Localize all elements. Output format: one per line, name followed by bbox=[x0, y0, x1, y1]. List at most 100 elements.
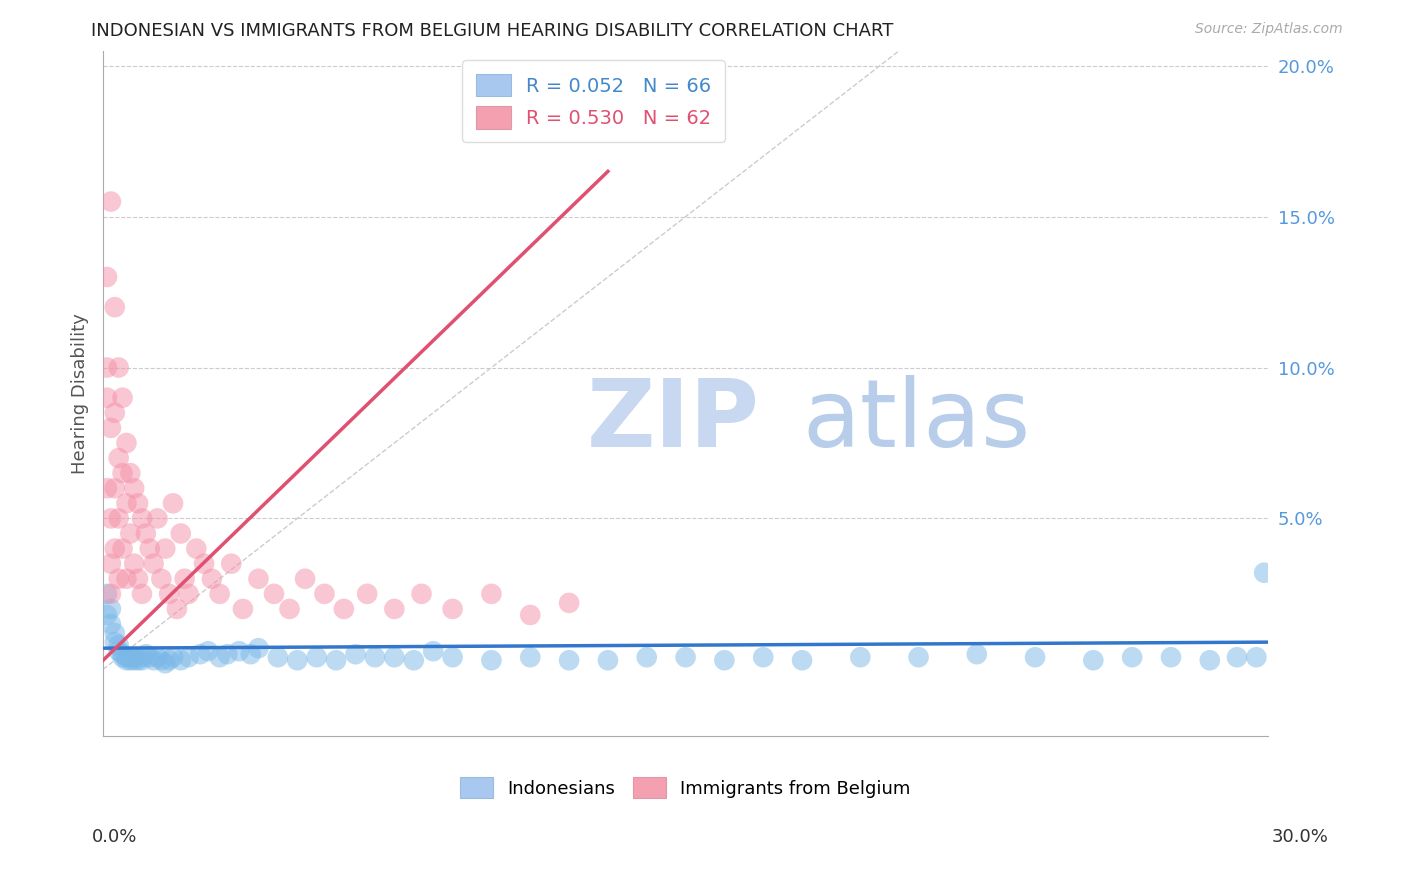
Point bbox=[107, 360, 129, 375]
Point bbox=[138, 541, 160, 556]
Point bbox=[100, 421, 122, 435]
Point bbox=[1226, 650, 1249, 665]
Point bbox=[382, 650, 405, 665]
Point bbox=[104, 626, 127, 640]
Point bbox=[115, 572, 138, 586]
Point bbox=[1253, 566, 1275, 580]
Point bbox=[111, 466, 134, 480]
Point bbox=[157, 587, 180, 601]
Point bbox=[138, 650, 160, 665]
Point bbox=[142, 653, 165, 667]
Point bbox=[170, 526, 193, 541]
Point bbox=[675, 650, 697, 665]
Text: Source: ZipAtlas.com: Source: ZipAtlas.com bbox=[1195, 22, 1343, 37]
Text: ZIP: ZIP bbox=[586, 375, 759, 467]
Point bbox=[285, 653, 308, 667]
Point bbox=[217, 647, 239, 661]
Point bbox=[146, 511, 169, 525]
Point bbox=[100, 617, 122, 632]
Point bbox=[907, 650, 929, 665]
Point bbox=[104, 406, 127, 420]
Text: atlas: atlas bbox=[801, 375, 1031, 467]
Point bbox=[120, 526, 142, 541]
Point bbox=[481, 587, 503, 601]
Point bbox=[325, 653, 347, 667]
Point bbox=[1083, 653, 1105, 667]
Point bbox=[157, 653, 180, 667]
Point bbox=[111, 391, 134, 405]
Point bbox=[294, 572, 316, 586]
Point bbox=[131, 650, 153, 665]
Point bbox=[100, 602, 122, 616]
Point bbox=[966, 647, 988, 661]
Point bbox=[188, 647, 211, 661]
Point bbox=[1198, 653, 1220, 667]
Point bbox=[150, 572, 173, 586]
Point bbox=[411, 587, 433, 601]
Point bbox=[1246, 650, 1268, 665]
Point bbox=[790, 653, 813, 667]
Point bbox=[104, 541, 127, 556]
Point bbox=[100, 194, 122, 209]
Point bbox=[208, 650, 231, 665]
Point bbox=[1121, 650, 1143, 665]
Point bbox=[96, 481, 118, 495]
Text: 0.0%: 0.0% bbox=[91, 828, 136, 846]
Point bbox=[107, 511, 129, 525]
Point bbox=[155, 657, 177, 671]
Point bbox=[201, 572, 224, 586]
Point bbox=[104, 635, 127, 649]
Point bbox=[107, 572, 129, 586]
Point bbox=[166, 602, 188, 616]
Point bbox=[131, 653, 153, 667]
Point bbox=[111, 541, 134, 556]
Point bbox=[170, 653, 193, 667]
Point bbox=[122, 650, 145, 665]
Point bbox=[558, 653, 581, 667]
Point bbox=[1160, 650, 1182, 665]
Point bbox=[115, 496, 138, 510]
Point bbox=[107, 451, 129, 466]
Point bbox=[247, 572, 270, 586]
Point bbox=[100, 587, 122, 601]
Text: INDONESIAN VS IMMIGRANTS FROM BELGIUM HEARING DISABILITY CORRELATION CHART: INDONESIAN VS IMMIGRANTS FROM BELGIUM HE… bbox=[91, 22, 894, 40]
Point bbox=[441, 650, 464, 665]
Point bbox=[96, 391, 118, 405]
Point bbox=[120, 466, 142, 480]
Point bbox=[596, 653, 619, 667]
Point bbox=[382, 602, 405, 616]
Point bbox=[122, 653, 145, 667]
Point bbox=[142, 557, 165, 571]
Point bbox=[305, 650, 328, 665]
Point bbox=[519, 650, 541, 665]
Point bbox=[100, 557, 122, 571]
Point bbox=[111, 650, 134, 665]
Point bbox=[127, 572, 149, 586]
Point bbox=[193, 557, 215, 571]
Point bbox=[96, 587, 118, 601]
Point bbox=[558, 596, 581, 610]
Point bbox=[96, 360, 118, 375]
Point bbox=[333, 602, 356, 616]
Point bbox=[219, 557, 242, 571]
Y-axis label: Hearing Disability: Hearing Disability bbox=[72, 313, 89, 474]
Point bbox=[150, 653, 173, 667]
Point bbox=[356, 587, 378, 601]
Point bbox=[127, 653, 149, 667]
Point bbox=[122, 557, 145, 571]
Point bbox=[177, 587, 200, 601]
Point bbox=[135, 647, 157, 661]
Point bbox=[422, 644, 444, 658]
Point bbox=[135, 526, 157, 541]
Point bbox=[232, 602, 254, 616]
Point bbox=[481, 653, 503, 667]
Point bbox=[278, 602, 301, 616]
Point bbox=[155, 541, 177, 556]
Point bbox=[519, 607, 541, 622]
Point bbox=[120, 650, 142, 665]
Point bbox=[849, 650, 872, 665]
Point bbox=[162, 496, 184, 510]
Point bbox=[146, 650, 169, 665]
Point bbox=[247, 641, 270, 656]
Point bbox=[100, 511, 122, 525]
